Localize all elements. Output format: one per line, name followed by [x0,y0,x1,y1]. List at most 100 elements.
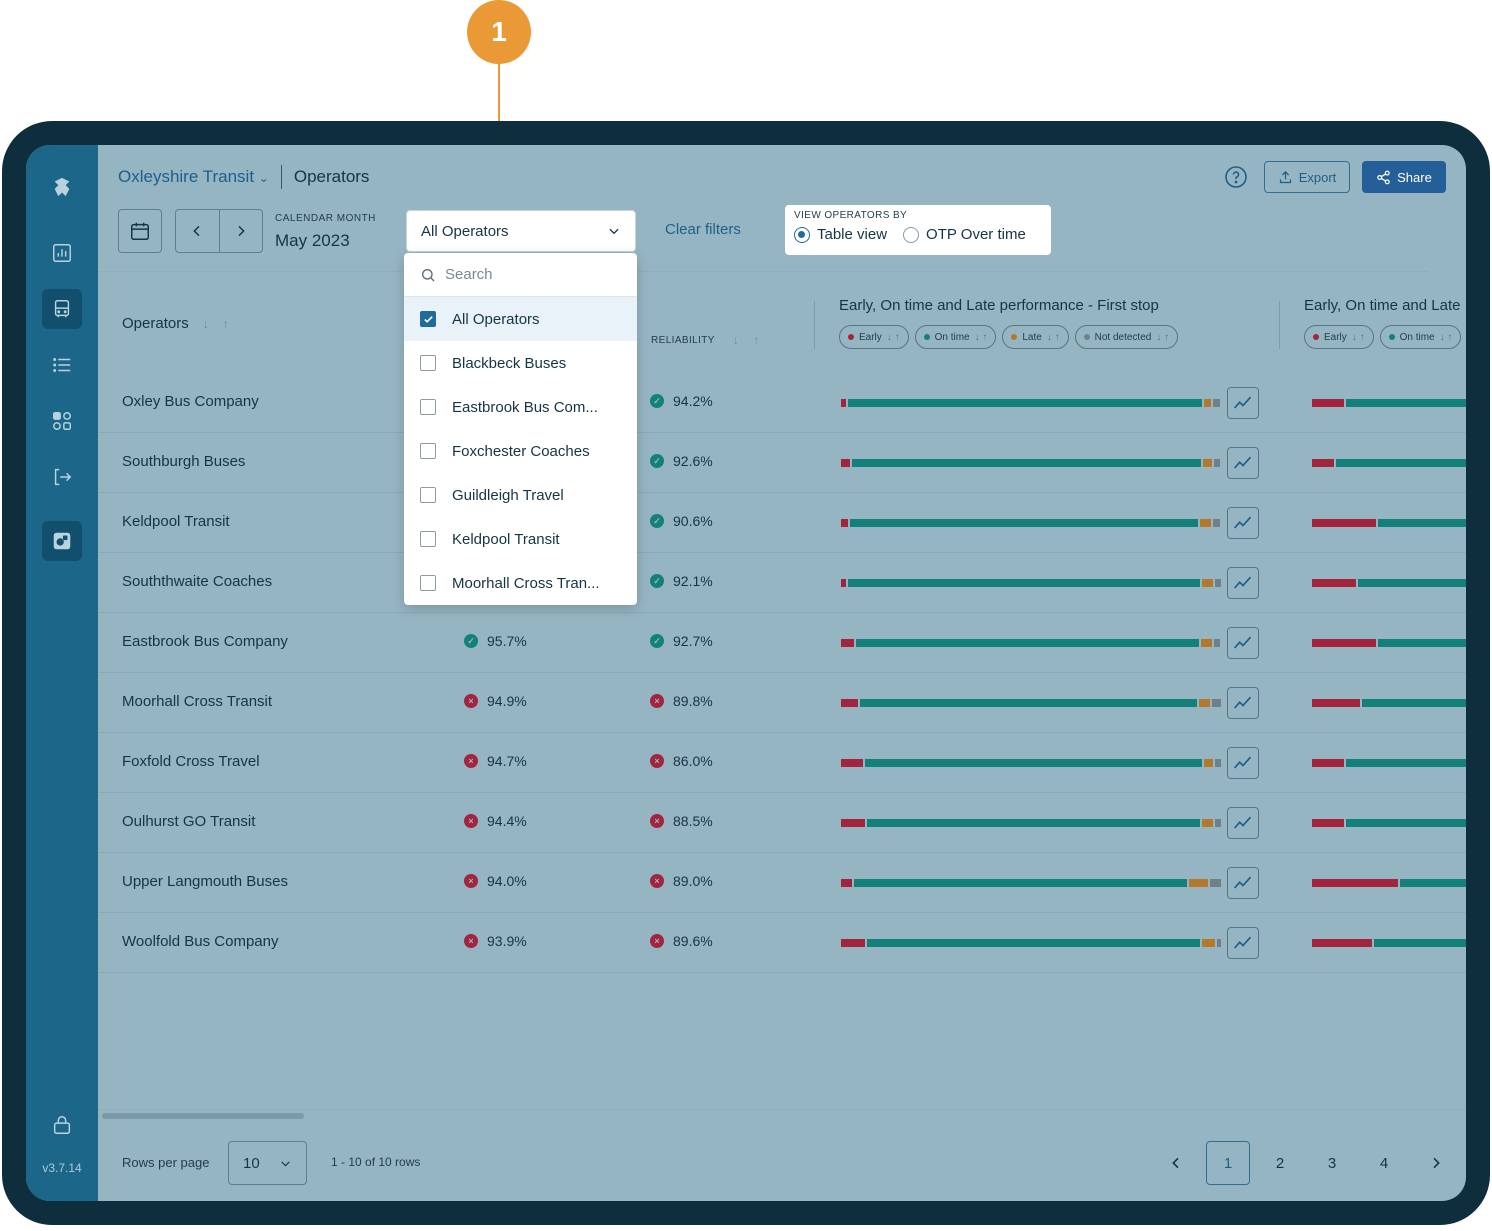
trend-line-icon [1234,696,1252,709]
dropdown-option[interactable]: Keldpool Transit [404,517,637,561]
trend-chart-button[interactable] [1227,867,1259,899]
bus-operators-icon[interactable] [42,289,82,329]
checkbox-icon[interactable] [420,355,436,371]
apps-grid-icon[interactable] [42,401,82,441]
early-segment [841,519,848,527]
sort-arrows-icon[interactable]: ↓ ↑ [1046,331,1060,343]
page-title: Operators [293,167,370,186]
dropdown-option[interactable]: Moorhall Cross Tran... [404,561,637,605]
trend-chart-button[interactable] [1227,927,1259,959]
legend-chip-early[interactable]: Early ↓ ↑ [839,325,909,349]
rows-per-page-select[interactable]: 10 [228,1141,307,1185]
otp-stat: × 94.9% [464,693,527,709]
column-header-operators[interactable]: Operators ↓ ↑ [122,315,229,332]
footer-divider [98,1109,1466,1110]
reliability-stat-value: 89.8% [673,693,713,709]
previous-page-button[interactable] [1150,1141,1202,1185]
org-name: Oxleyshire Transit [118,167,255,186]
column-header-reliability[interactable]: RELIABILITY ↓ ↑ [651,333,760,347]
page-button-4[interactable]: 4 [1379,1154,1389,1172]
legend-chip-not-detected[interactable]: Not detected ↓ ↑ [1074,325,1179,349]
previous-month-button[interactable] [176,210,219,252]
trend-chart-button[interactable] [1227,687,1259,719]
checkbox-icon[interactable] [420,399,436,415]
trend-chart-button[interactable] [1227,747,1259,779]
sidebar: v3.7.14 [26,145,98,1201]
legend-chip-on-time[interactable]: On time ↓ ↑ [914,325,997,349]
clear-filters-link[interactable]: Clear filters [665,221,741,238]
table-row[interactable]: Oulhurst GO Transit × 94.4% × 88.5% [98,793,1466,853]
dropdown-option[interactable]: Eastbrook Bus Com... [404,385,637,429]
checkbox-icon[interactable] [420,531,436,547]
on-time-segment [867,819,1200,827]
legend-chip-late[interactable]: Late ↓ ↑ [1002,325,1069,349]
sort-arrows-icon[interactable]: ↓ ↑ [886,331,900,343]
table-row[interactable]: Oxley Bus Company ✓ 94.2% [98,373,1466,433]
checkbox-icon[interactable] [420,575,436,591]
export-button[interactable]: Export [1264,161,1350,193]
sort-arrows-icon[interactable]: ↓ ↑ [974,331,988,343]
trend-chart-button[interactable] [1227,567,1259,599]
trend-chart-button[interactable] [1227,507,1259,539]
otp-over-time-radio[interactable]: OTP Over time [903,226,1026,243]
late-segment [1204,399,1211,407]
table-row[interactable]: Woolfold Bus Company × 93.9% × 89.6% [98,913,1466,973]
view-mode-title: VIEW OPERATORS BY [794,210,908,221]
otp-stat-value: 94.7% [487,753,527,769]
table-row[interactable]: Upper Langmouth Buses × 94.0% × 89.0% [98,853,1466,913]
late-segment [1189,879,1208,887]
sort-arrows-icon[interactable]: ↓ ↑ [1156,331,1170,343]
sort-arrows-icon[interactable]: ↓ ↑ [1351,331,1365,343]
trend-chart-button[interactable] [1227,387,1259,419]
calendar-button[interactable] [118,209,162,253]
page-button-1[interactable]: 1 [1206,1141,1250,1185]
table-row[interactable]: Southburgh Buses ✓ 92.6% [98,433,1466,493]
next-month-button[interactable] [218,210,262,252]
page-button-3[interactable]: 3 [1327,1154,1337,1172]
sort-asc-icon[interactable]: ↑ [222,316,229,331]
share-button[interactable]: Share [1362,161,1446,193]
sort-desc-icon[interactable]: ↓ [732,333,740,347]
checkbox-icon[interactable] [420,443,436,459]
sort-desc-icon[interactable]: ↓ [202,316,209,331]
dropdown-option[interactable]: All Operators [404,297,637,341]
column-separator [1279,301,1280,349]
org-switcher[interactable]: Oxleyshire Transit ⌄ [118,167,269,187]
help-icon[interactable] [1224,165,1248,189]
trend-chart-button[interactable] [1227,447,1259,479]
logout-arrow-icon[interactable] [42,457,82,497]
legend-dot-icon [1011,334,1018,340]
dropdown-search[interactable]: Search [404,253,637,297]
early-segment [841,879,852,887]
list-icon[interactable] [42,345,82,385]
next-page-button[interactable] [1410,1141,1462,1185]
legend-dot-icon [1083,334,1090,340]
table-row[interactable]: Souththwaite Coaches ✓ 92.1% [98,553,1466,613]
legend-chip-on-time[interactable]: On time ↓ ↑ [1379,325,1462,349]
horizontal-scrollbar[interactable] [102,1113,304,1119]
integration-app-icon[interactable] [42,521,82,561]
trend-chart-button[interactable] [1227,807,1259,839]
sort-arrows-icon[interactable]: ↓ ↑ [1439,331,1453,343]
reports-chart-icon[interactable] [42,233,82,273]
checkbox-checked-icon[interactable] [420,311,436,327]
table-view-radio[interactable]: Table view [794,226,887,243]
table-row[interactable]: Keldpool Transit ✓ 90.6% [98,493,1466,553]
checkbox-icon[interactable] [420,487,436,503]
trend-line-icon [1234,396,1252,409]
trend-chart-button[interactable] [1227,627,1259,659]
dropdown-option[interactable]: Foxchester Coaches [404,429,637,473]
table-row[interactable]: Moorhall Cross Transit × 94.9% × 89.8% [98,673,1466,733]
sort-asc-icon[interactable]: ↑ [753,333,760,347]
logo-icon[interactable] [42,167,82,207]
table-row[interactable]: Foxfold Cross Travel × 94.7% × 86.0% [98,733,1466,793]
performance-bar [841,939,1223,947]
page-button-2[interactable]: 2 [1275,1154,1285,1172]
dropdown-option[interactable]: Guildleigh Travel [404,473,637,517]
dropdown-option-label: Blackbeck Buses [452,354,567,372]
operator-select[interactable]: All Operators [406,210,636,252]
lock-icon[interactable] [42,1105,82,1145]
dropdown-option[interactable]: Blackbeck Buses [404,341,637,385]
table-row[interactable]: Eastbrook Bus Company ✓ 95.7% ✓ 92.7% [98,613,1466,673]
legend-chip-early[interactable]: Early ↓ ↑ [1304,325,1374,349]
